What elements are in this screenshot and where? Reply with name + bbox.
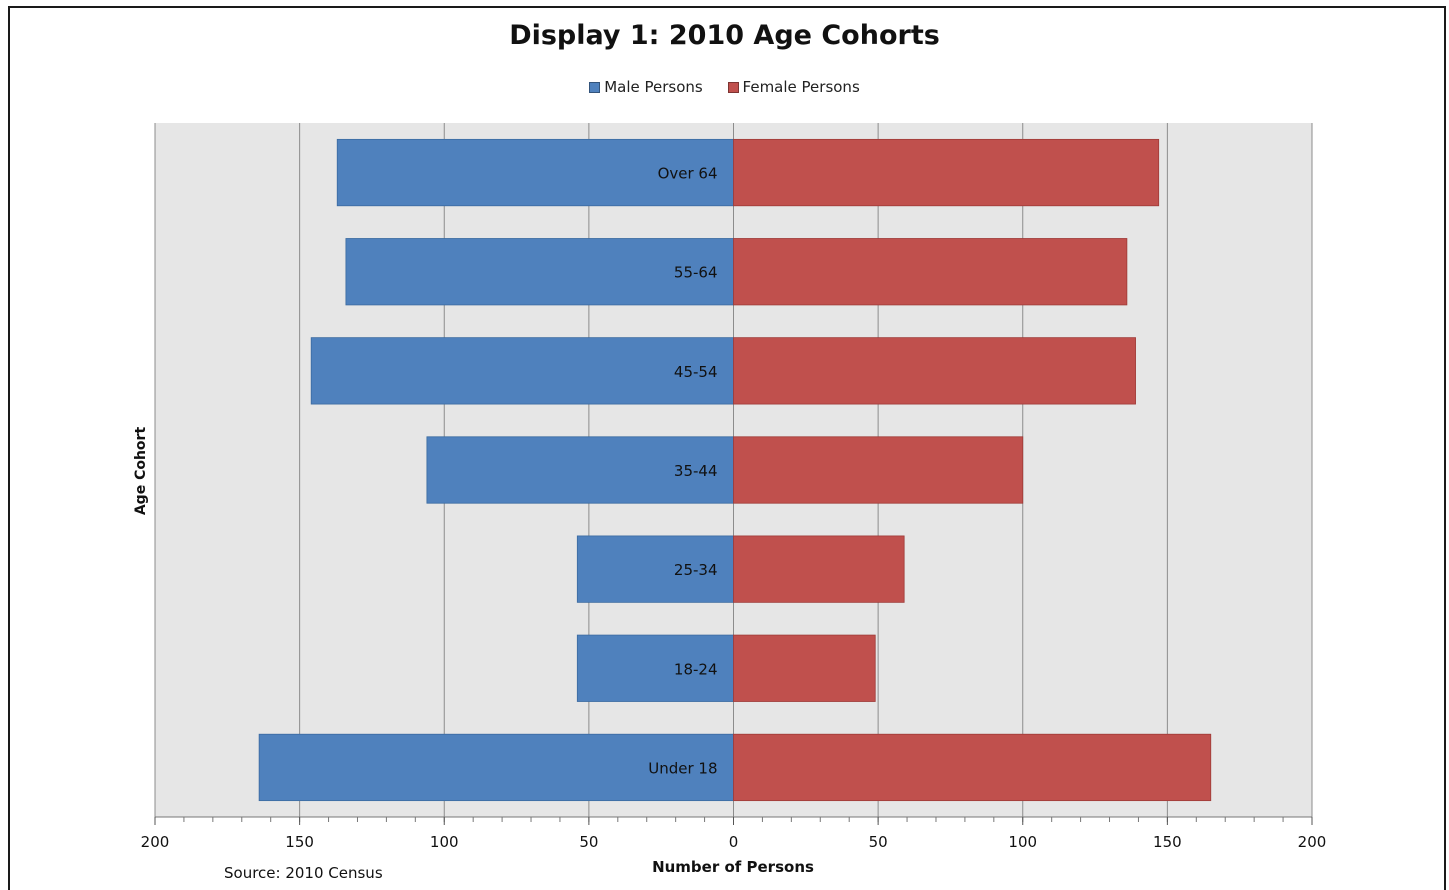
bar-male	[258, 733, 734, 802]
x-tick-label: 50	[869, 833, 888, 851]
x-tick-label: 100	[430, 833, 459, 851]
bar-male	[345, 238, 734, 306]
chart-title: Display 1: 2010 Age Cohorts	[509, 20, 940, 51]
x-tick-label: 50	[579, 833, 598, 851]
bar-female	[733, 733, 1212, 802]
y-axis-label: Age Cohort	[133, 426, 149, 516]
bar-female	[733, 634, 876, 702]
x-tick-label: 100	[1008, 833, 1037, 851]
category-label: Under 18	[648, 759, 717, 777]
x-axis-label: Number of Persons	[652, 858, 814, 876]
x-tick-label: 0	[729, 833, 739, 851]
category-label: 18-24	[674, 660, 718, 678]
legend: Male Persons Female Persons	[0, 77, 1449, 96]
bar-female	[733, 436, 1024, 504]
bar-female	[733, 238, 1128, 306]
legend-item-male: Male Persons	[589, 78, 703, 96]
bar-male	[576, 634, 734, 702]
bar-male	[310, 337, 734, 405]
legend-label-male: Male Persons	[604, 77, 703, 96]
bar-male	[576, 535, 734, 603]
legend-swatch-male	[589, 81, 601, 93]
bar-female	[733, 337, 1136, 405]
x-tick-label: 150	[1153, 833, 1182, 851]
category-label: Over 64	[658, 165, 718, 183]
category-label: 35-44	[674, 462, 718, 480]
legend-item-female: Female Persons	[727, 77, 860, 96]
x-tick-label: 200	[141, 833, 170, 851]
x-tick-label: 200	[1298, 833, 1327, 851]
x-tick-label: 150	[285, 833, 314, 851]
bar-male	[336, 138, 734, 207]
category-label: 25-34	[674, 561, 718, 579]
legend-label-female: Female Persons	[742, 77, 860, 96]
bar-female	[733, 535, 905, 603]
category-label: 45-54	[674, 363, 718, 381]
legend-swatch-female	[727, 81, 739, 93]
bar-female	[733, 138, 1160, 207]
category-label: 55-64	[674, 264, 718, 282]
source-note: Source: 2010 Census	[224, 864, 383, 882]
